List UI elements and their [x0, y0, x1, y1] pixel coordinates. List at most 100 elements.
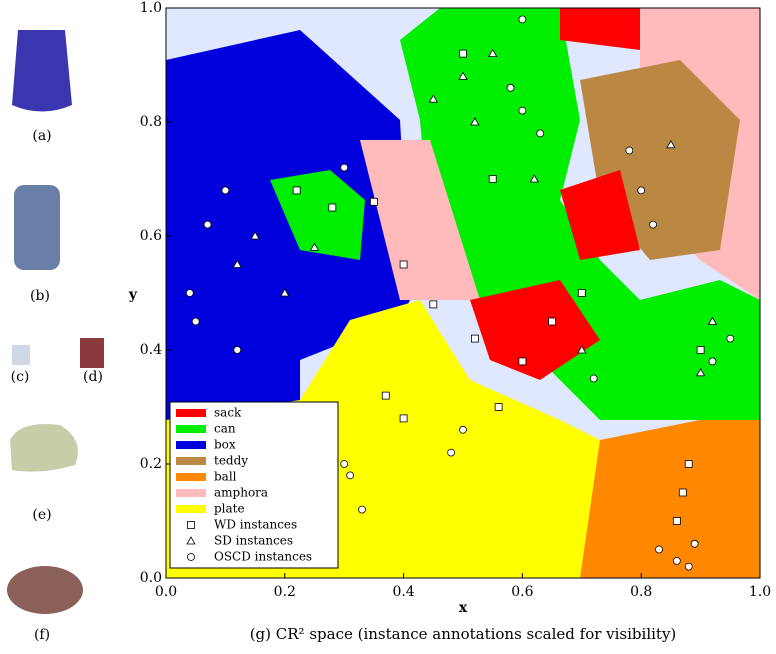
sd-point	[470, 117, 480, 126]
oscd-point	[672, 557, 681, 565]
x-tick-label: 0.4	[392, 584, 414, 600]
sd-point	[529, 174, 539, 183]
panel-label: (c)	[11, 369, 30, 385]
legend-marker	[187, 521, 195, 529]
class-region	[560, 170, 640, 260]
wd-point	[494, 403, 503, 411]
wd-point	[381, 391, 390, 400]
oscd-point	[233, 346, 242, 354]
class-region	[560, 8, 640, 50]
oscd-point	[185, 289, 194, 297]
x-axis-label: x	[459, 600, 468, 616]
x-tick-label: 0.8	[630, 584, 652, 600]
legend-swatch	[176, 505, 206, 513]
oscd-point	[589, 374, 598, 383]
y-axis-label: y	[128, 287, 138, 303]
legend-swatch	[176, 425, 206, 433]
y-tick-label: 0.2	[140, 456, 162, 472]
oscd-point	[625, 146, 634, 155]
x-tick-label: 0.2	[274, 584, 296, 600]
object-photos	[7, 30, 104, 614]
sd-point	[707, 316, 718, 325]
legend-label: plate	[214, 502, 245, 516]
wd-point	[672, 517, 681, 525]
plot: sack can box teddy ball amphora plate WD instan…	[165, 7, 761, 579]
class-region	[360, 140, 480, 300]
sd-point	[428, 94, 438, 103]
x-tick-label: 0.0	[155, 584, 177, 600]
caption: (g) CR² space (instance annotations scal…	[250, 625, 677, 643]
y-tick-label: 0.4	[140, 342, 162, 358]
wd-point	[678, 488, 687, 497]
sd-point	[232, 259, 242, 268]
photo-d	[80, 338, 104, 368]
oscd-point	[684, 562, 693, 571]
wd-point	[292, 186, 301, 195]
legend-label: SD instances	[214, 534, 293, 548]
wd-point	[369, 197, 378, 206]
sd-point	[488, 48, 498, 57]
panel-label: (e)	[32, 507, 51, 523]
wd-point	[399, 260, 408, 269]
legend: sack can box teddy ball amphora plate WD instan…	[169, 401, 339, 569]
y-tick-label: 1.0	[140, 0, 162, 16]
oscd-point	[726, 334, 735, 343]
photo-a	[12, 30, 72, 112]
legend-marker	[186, 536, 196, 545]
legend-swatch	[176, 441, 206, 449]
wd-point	[429, 300, 438, 309]
legend-swatch	[176, 489, 206, 497]
oscd-point	[690, 539, 699, 548]
photo-e	[10, 424, 78, 472]
sd-point	[666, 139, 676, 149]
legend-swatch	[176, 457, 206, 465]
panel-label: (b)	[30, 288, 50, 304]
oscd-point	[518, 106, 527, 115]
oscd-point	[221, 186, 230, 195]
class-region	[470, 280, 600, 380]
oscd-point	[346, 471, 355, 480]
legend-marker	[187, 553, 195, 561]
oscd-point	[358, 505, 366, 514]
legend-label: sack	[214, 406, 242, 420]
legend-label: ball	[214, 470, 237, 484]
legend-swatch	[176, 473, 206, 481]
oscd-point	[637, 186, 646, 195]
photo-c	[12, 345, 30, 365]
oscd-point	[536, 129, 545, 138]
legend-label: amphora	[214, 486, 268, 500]
sd-point	[309, 242, 320, 251]
oscd-point	[518, 15, 527, 24]
plot-frame	[165, 7, 761, 579]
oscd-point	[506, 83, 515, 92]
sd-point	[577, 345, 587, 354]
oscd-point	[203, 220, 212, 229]
legend-label: OSCD instances	[214, 550, 312, 564]
oscd-point	[340, 163, 349, 172]
y-tick-label: 0.6	[140, 228, 162, 244]
sd-point	[280, 288, 290, 297]
sd-point	[458, 71, 468, 80]
oscd-point	[649, 220, 657, 229]
oscd-point	[708, 357, 717, 366]
wd-point	[577, 289, 586, 297]
oscd-point	[655, 545, 663, 554]
wd-point	[470, 334, 479, 343]
wd-point	[548, 317, 556, 326]
sd-point	[695, 367, 706, 377]
oscd-point	[447, 448, 456, 457]
y-tick-label: 0.0	[140, 570, 162, 586]
legend-label: WD instances	[214, 518, 297, 532]
wd-point	[328, 203, 337, 212]
wd-point	[459, 49, 467, 58]
oscd-point	[459, 425, 467, 434]
wd-point	[488, 175, 497, 183]
panel-label: (d)	[83, 369, 103, 385]
sd-point	[250, 231, 260, 240]
legend-label: can	[214, 422, 236, 436]
wd-point	[518, 357, 527, 366]
wd-point	[399, 414, 408, 423]
x-tick-label: 1.0	[749, 584, 771, 600]
photo-b	[14, 185, 60, 270]
